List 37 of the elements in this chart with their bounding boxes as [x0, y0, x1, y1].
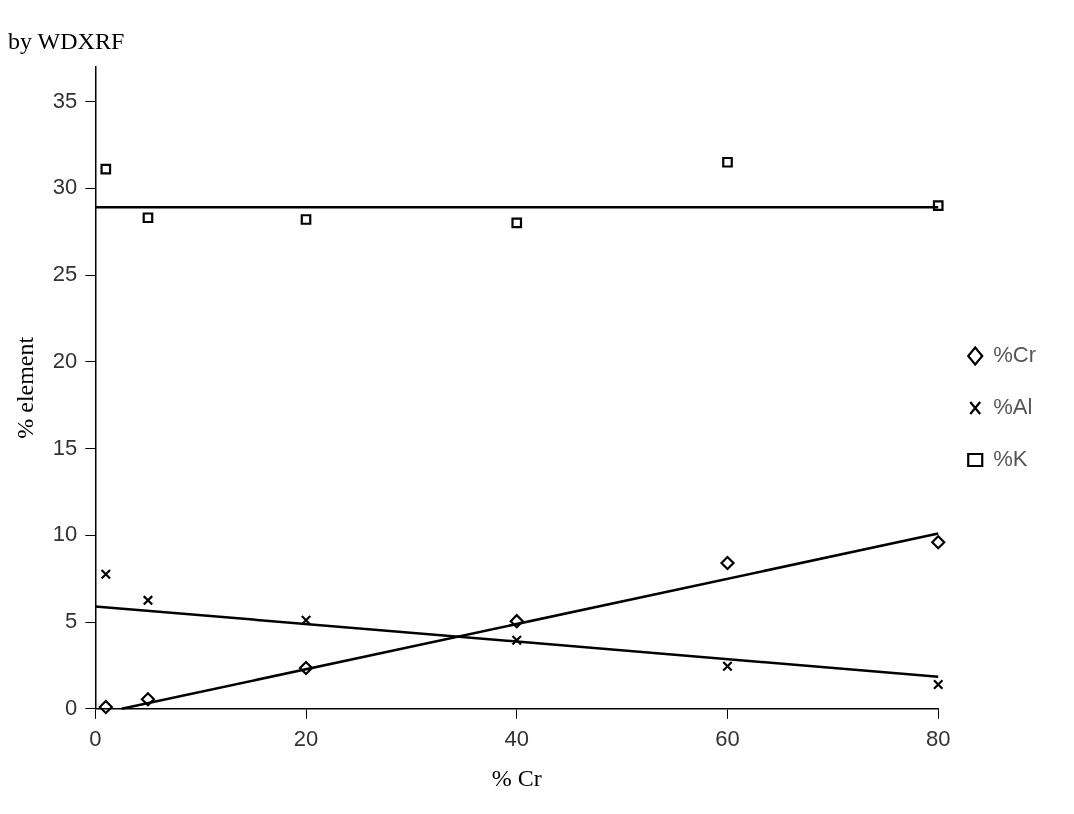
point	[140, 692, 156, 707]
point	[98, 699, 113, 715]
point	[142, 595, 154, 606]
legend-label: %Cr	[993, 342, 1037, 368]
point	[142, 212, 154, 224]
point	[300, 214, 312, 225]
point	[100, 568, 112, 580]
y-tick-label: 35	[52, 87, 78, 113]
y-tick-label: 15	[52, 434, 78, 460]
x-tick-label: 40	[504, 726, 529, 752]
y-tick-label: 0	[65, 694, 78, 720]
y-tick-label: 30	[52, 174, 78, 200]
legend-label: %K	[993, 446, 1028, 472]
point	[509, 614, 524, 629]
y-tick-label: 20	[52, 347, 78, 373]
x-tick-label: 0	[89, 726, 102, 752]
y-tick-label: 25	[52, 261, 78, 287]
point	[511, 217, 523, 229]
point	[932, 200, 944, 211]
x-axis-title: % Cr	[491, 764, 542, 791]
point	[298, 660, 314, 676]
x-tick-label: 80	[925, 726, 951, 752]
point	[511, 634, 523, 646]
x-tick-label: 60	[715, 726, 740, 752]
point	[720, 555, 735, 571]
point	[932, 679, 944, 690]
y-tick-label: 10	[52, 521, 78, 547]
point	[722, 660, 733, 672]
x-tick-label: 20	[293, 726, 319, 752]
chart-title: by WDXRF	[8, 27, 125, 54]
y-tick-label: 5	[65, 608, 78, 634]
y-axis-title: % element	[11, 336, 38, 439]
point	[722, 156, 733, 168]
point	[300, 614, 312, 626]
legend-label: %Al	[993, 394, 1033, 420]
point	[931, 535, 946, 550]
point	[100, 163, 112, 175]
